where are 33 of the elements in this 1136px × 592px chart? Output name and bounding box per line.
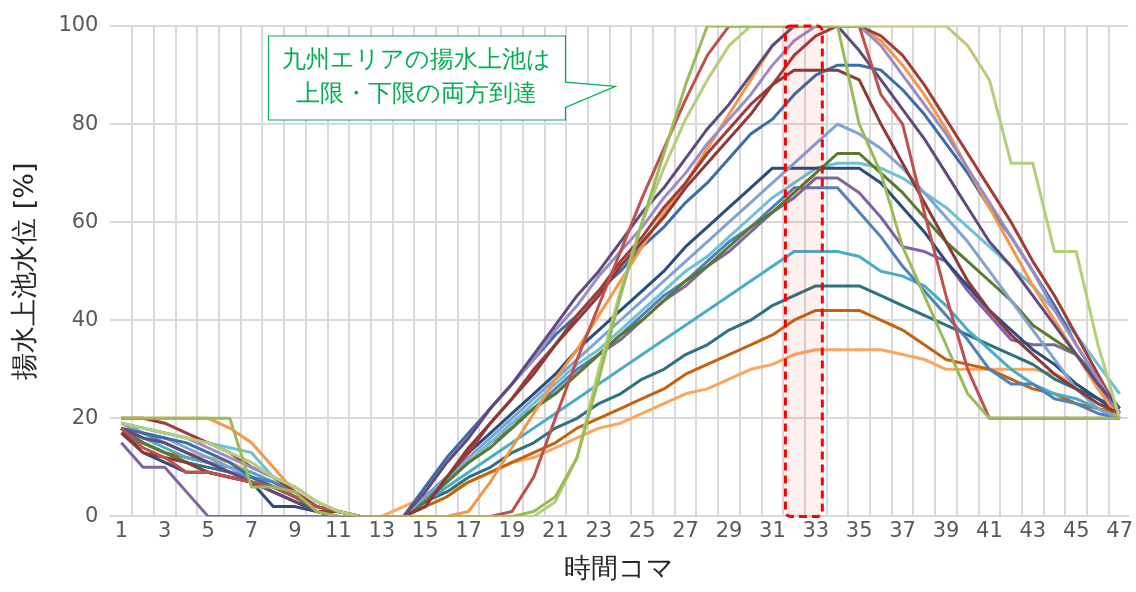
x-axis-title: 時間コマ bbox=[564, 551, 675, 583]
x-tick-label: 5 bbox=[201, 518, 215, 543]
x-tick-label: 35 bbox=[845, 518, 873, 543]
x-tick-label: 11 bbox=[324, 518, 352, 543]
y-tick-label: 40 bbox=[71, 306, 99, 331]
x-tick-label: 1 bbox=[114, 518, 129, 543]
x-tick-label: 39 bbox=[932, 518, 960, 543]
x-tick-label: 43 bbox=[1019, 518, 1047, 543]
x-tick-label: 45 bbox=[1062, 518, 1090, 543]
y-tick-label: 100 bbox=[58, 12, 99, 37]
x-tick-label: 23 bbox=[585, 518, 613, 543]
annotation: 九州エリアの揚水上池は上限・下限の両方到達 bbox=[282, 45, 552, 108]
y-tick-label: 80 bbox=[71, 110, 99, 135]
y-tick-label: 20 bbox=[71, 404, 99, 429]
x-tick-label: 9 bbox=[288, 518, 302, 543]
x-tick-label: 21 bbox=[542, 518, 569, 543]
x-tick-label: 25 bbox=[628, 518, 656, 543]
x-tick-label: 31 bbox=[759, 518, 786, 543]
x-tick-label: 7 bbox=[244, 518, 259, 543]
x-tick-label: 19 bbox=[498, 518, 526, 543]
x-tick-label: 15 bbox=[411, 518, 439, 543]
x-tick-label: 33 bbox=[802, 518, 830, 543]
x-tick-label: 13 bbox=[368, 518, 396, 543]
x-tick-label: 41 bbox=[976, 518, 1003, 543]
x-tick-label: 27 bbox=[672, 518, 699, 543]
y-tick-label: 60 bbox=[71, 208, 99, 233]
y-axis-title: 揚水上池水位 [%] bbox=[8, 162, 40, 380]
x-tick-label: 37 bbox=[889, 518, 916, 543]
x-tick-label: 3 bbox=[158, 518, 172, 543]
y-tick-label: 0 bbox=[85, 502, 99, 527]
x-tick-label: 17 bbox=[455, 518, 482, 543]
x-tick-label: 47 bbox=[1106, 518, 1134, 543]
x-tick-label: 29 bbox=[715, 518, 743, 543]
